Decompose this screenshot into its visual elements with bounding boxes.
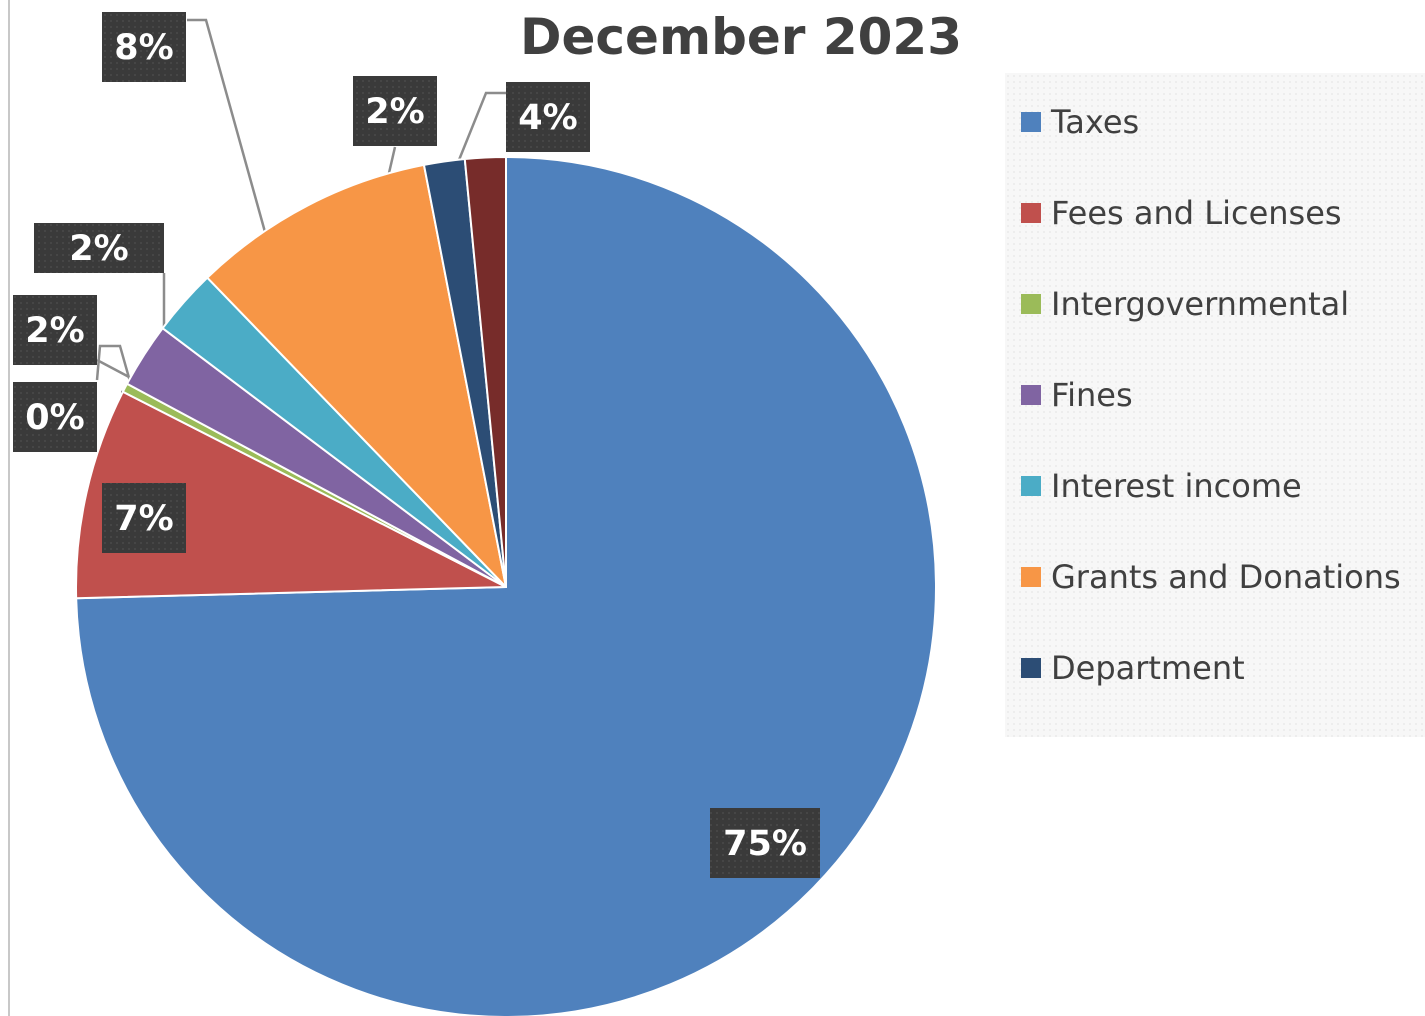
legend-swatch — [1021, 476, 1041, 496]
data-label-fees-and-licenses: 7% — [102, 483, 186, 553]
data-label-text: 7% — [114, 499, 173, 539]
data-label-box — [506, 82, 590, 152]
leader-line-fines — [96, 358, 130, 379]
chart-title: December 2023 — [520, 8, 962, 66]
data-label-text: 2% — [365, 92, 424, 132]
left-border — [8, 0, 10, 1016]
legend-swatch — [1021, 658, 1041, 678]
legend-item-grants-and-donations: Grants and Donations — [1021, 557, 1401, 597]
pie-slice-other — [463, 156, 507, 588]
legend-item-fees-and-licenses: Fees and Licenses — [1021, 193, 1342, 233]
legend-item-department: Department — [1021, 648, 1245, 688]
leader-line-department — [387, 146, 397, 174]
data-label-text: 2% — [25, 311, 84, 351]
legend-swatch — [1021, 294, 1041, 314]
legend-label: Fees and Licenses — [1051, 194, 1342, 232]
data-label-interest-income: 2% — [34, 223, 164, 273]
data-label-department: 2% — [353, 76, 437, 146]
data-label-text: 8% — [114, 28, 173, 68]
legend-swatch — [1021, 112, 1041, 132]
pie-slice-grants-and-donations — [206, 163, 507, 588]
data-label-grants-and-donations: 8% — [102, 12, 186, 82]
data-label-box — [13, 295, 97, 365]
legend-label: Interest income — [1051, 467, 1302, 505]
pie-chart: 75% 7% 0% 2% 2% 8% 2% 4% — [13, 12, 937, 1016]
legend-swatch — [1021, 567, 1041, 587]
data-label-text: 75% — [723, 824, 807, 864]
legend-item-interest-income: Interest income — [1021, 466, 1302, 506]
data-label-fines: 2% — [13, 295, 97, 365]
data-label-text: 0% — [25, 398, 84, 438]
legend-item-fines: Fines — [1021, 375, 1133, 415]
legend-label: Fines — [1051, 376, 1133, 414]
leader-line-other — [457, 91, 506, 161]
legend-swatch — [1021, 203, 1041, 223]
data-label-box — [710, 808, 820, 878]
data-label-other: 4% — [506, 82, 590, 152]
data-label-text: 4% — [518, 98, 577, 138]
legend-item-intergovernmental: Intergovernmental — [1021, 284, 1349, 324]
legend-label: Taxes — [1051, 103, 1140, 141]
data-label-taxes: 75% — [710, 808, 820, 878]
data-label-intergovernmental: 0% — [13, 382, 97, 452]
leader-line-grants-and-donations — [187, 18, 267, 233]
data-label-box — [102, 12, 186, 82]
legend-label: Grants and Donations — [1051, 558, 1401, 596]
data-label-box — [353, 76, 437, 146]
data-label-text: 2% — [69, 229, 128, 269]
legend: Taxes Fees and Licenses Intergovernmenta… — [1005, 73, 1425, 737]
legend-swatch — [1021, 385, 1041, 405]
legend-label: Department — [1051, 649, 1245, 687]
data-label-box — [102, 483, 186, 553]
data-label-box — [34, 223, 164, 273]
data-label-box — [13, 382, 97, 452]
legend-label: Intergovernmental — [1051, 285, 1350, 323]
legend-item-taxes: Taxes — [1021, 102, 1139, 142]
